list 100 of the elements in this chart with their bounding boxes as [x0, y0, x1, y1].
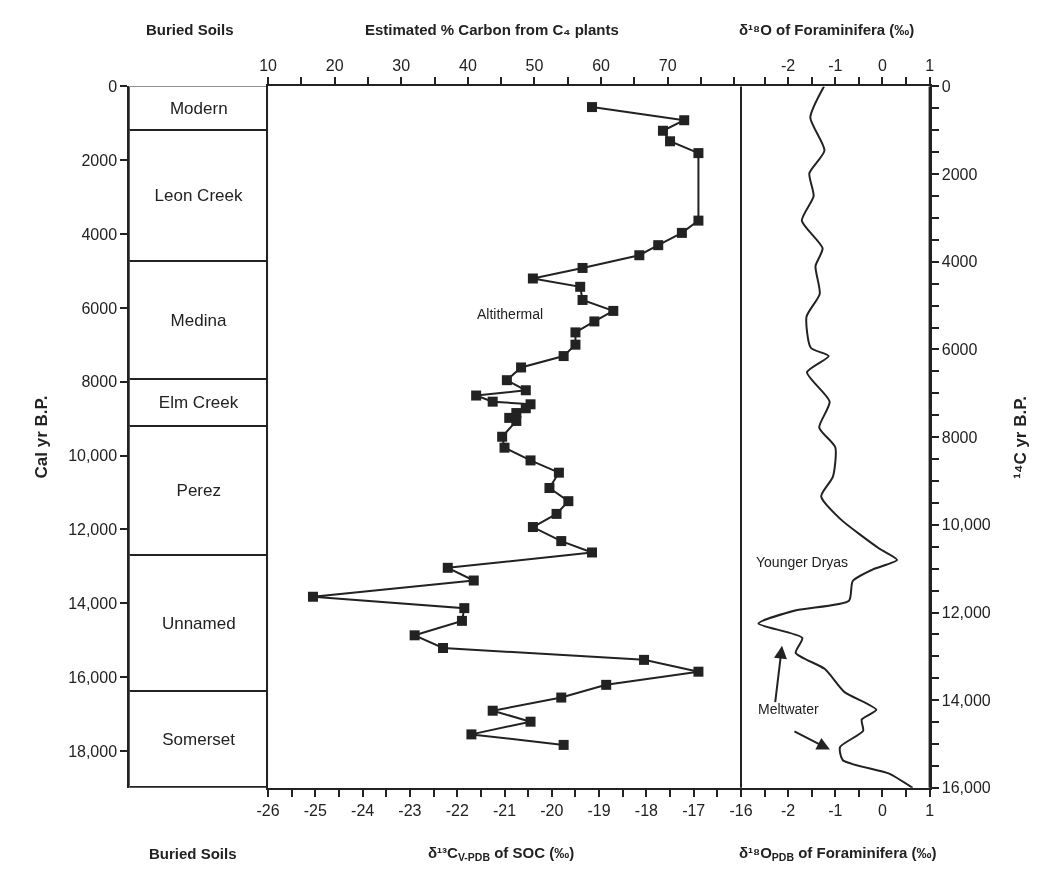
series-label: Perez [176, 481, 221, 501]
x-tick-label: -20 [540, 802, 564, 820]
point [693, 666, 704, 677]
y-tick-label: 2000 [81, 151, 118, 169]
point [558, 739, 569, 750]
series-label: Elm Creek [158, 393, 239, 413]
point [575, 281, 586, 292]
x-tick-label: -24 [351, 802, 375, 820]
point [442, 562, 453, 573]
x2-tick-label: 50 [525, 57, 544, 75]
point [556, 692, 567, 703]
y-tick-label: 10,000 [68, 447, 118, 465]
x2-tick-label: 30 [392, 57, 411, 75]
series-label: Modern [169, 98, 228, 118]
y-tick-label: 0 [941, 78, 951, 96]
point [466, 729, 477, 740]
point [459, 603, 470, 614]
point [456, 615, 467, 626]
y-tick-label: 4000 [941, 253, 978, 271]
x2-tick-label: 70 [658, 57, 677, 75]
point [497, 431, 508, 442]
point [307, 591, 318, 602]
point [516, 362, 527, 373]
y-tick-label: 6000 [81, 299, 118, 317]
point [468, 575, 479, 586]
point [693, 215, 704, 226]
point [570, 339, 581, 350]
point [487, 396, 498, 407]
x-tick-label: -21 [492, 802, 517, 820]
series-label: Somerset [162, 729, 236, 749]
point [657, 125, 668, 136]
point [409, 630, 420, 641]
y-tick-label: 10,000 [941, 516, 991, 534]
point [639, 654, 650, 665]
point [634, 250, 645, 261]
point [511, 415, 522, 426]
y-tick-label: 14,000 [68, 594, 118, 612]
x-tick-label: -2 [781, 57, 796, 75]
x-axis-title: δ¹⁸O$_{PDB}$ of Foraminifera (‰) [739, 844, 937, 864]
point [589, 316, 600, 327]
point [520, 385, 531, 396]
x-tick-label: -22 [445, 802, 469, 820]
x2-tick-label: 10 [259, 57, 278, 75]
point [563, 496, 574, 507]
point [577, 262, 588, 273]
x-axis-title: Buried Soils [149, 845, 237, 862]
point [587, 547, 598, 558]
y-tick-label: 16,000 [941, 779, 991, 797]
point [577, 294, 588, 305]
series-label: Unnamed [161, 613, 236, 633]
y-tick-label: 12,000 [68, 521, 118, 539]
x2-axis-title: δ¹⁸O of Foraminifera (‰) [739, 21, 915, 38]
point [471, 390, 482, 401]
annotation: Meltwater [758, 701, 820, 717]
point [570, 327, 581, 338]
point [525, 455, 536, 466]
point [653, 240, 664, 251]
x2-axis-title: Estimated % Carbon from C₄ plants [365, 21, 619, 38]
y-tick-label: 2000 [941, 165, 978, 183]
y-axis-title: Cal yr B.P. [32, 395, 52, 479]
x-axis-title: δ¹³C$_{V-PDB}$ of SOC (‰) [428, 844, 575, 864]
x-tick-label: -23 [398, 802, 422, 820]
y-tick-label: 18,000 [68, 742, 118, 760]
x-tick-label: -16 [729, 802, 753, 820]
x-tick-label: -18 [634, 802, 659, 820]
x-tick-label: -26 [256, 802, 280, 820]
point [676, 227, 687, 238]
point [558, 351, 569, 362]
x2-tick-label: 60 [592, 57, 611, 75]
y-axis-title: ¹⁴C yr B.P. [1011, 395, 1031, 479]
point [556, 536, 567, 547]
series-label: Leon Creek [154, 186, 243, 206]
point [487, 705, 498, 716]
x2-tick-label: 20 [325, 57, 344, 75]
point [665, 136, 676, 147]
y-tick-label: 0 [108, 78, 118, 96]
point [438, 643, 449, 654]
y-tick-label: 4000 [81, 225, 118, 243]
y-tick-label: 6000 [941, 341, 978, 359]
x-tick-label: 0 [877, 57, 887, 75]
point [527, 273, 538, 284]
point [520, 403, 531, 414]
point [553, 467, 564, 478]
x-tick-label: -19 [587, 802, 611, 820]
y-tick-label: 8000 [81, 373, 118, 391]
point [608, 305, 619, 316]
x-tick-label: -25 [303, 802, 327, 820]
point [499, 442, 510, 453]
y-tick-label: 14,000 [941, 691, 991, 709]
annotation: Younger Dryas [756, 554, 849, 570]
point [587, 102, 598, 113]
chart-title: Buried Soils [146, 21, 234, 38]
annotation: Altithermal [477, 306, 544, 322]
point [679, 115, 690, 126]
series-label: Medina [170, 310, 227, 330]
y-tick-label: 16,000 [68, 668, 118, 686]
y-tick-label: 12,000 [941, 604, 991, 622]
point [544, 483, 555, 494]
point [551, 508, 562, 519]
point [525, 716, 536, 727]
